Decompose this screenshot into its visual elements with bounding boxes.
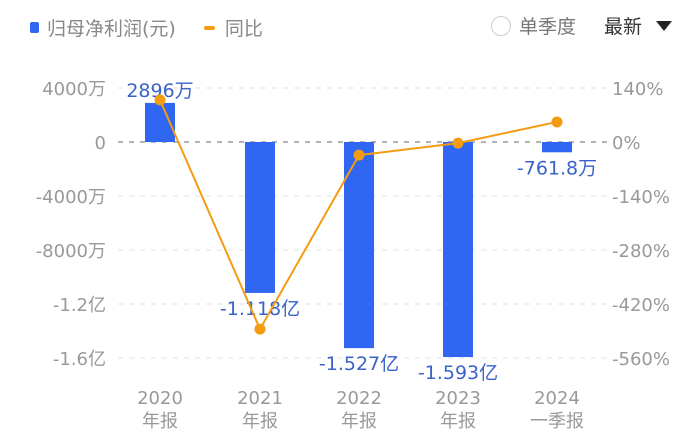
single-quarter-label[interactable]: 单季度 [518,16,576,38]
yoy-point[interactable] [154,94,166,106]
x-axis-year: 2024 [534,388,580,409]
single-quarter-radio[interactable] [490,15,511,36]
bar-value-label: -1.118亿 [220,298,300,320]
line-swatch-icon [203,25,215,30]
x-axis-year: 2023 [435,388,481,409]
right-axis-tick: -280% [612,241,670,262]
right-axis-tick: 140% [612,79,663,100]
right-axis-tick: -560% [612,349,670,370]
left-axis-tick: 4000万 [42,79,106,100]
left-axis-tick: -8000万 [36,241,106,262]
right-axis-tick: 0% [612,133,641,154]
bar[interactable] [344,142,374,349]
x-axis-period: 年报 [242,411,278,432]
chart-controls: 单季度 最新 [490,12,672,39]
x-axis-period: 年报 [142,411,178,432]
left-axis-tick: -1.2亿 [53,295,106,316]
sort-dropdown-label[interactable]: 最新 [603,16,642,38]
bar-value-label: -1.593亿 [418,362,498,384]
x-axis-period: 年报 [440,411,476,432]
legend-label: 归母净利润(元) [47,18,176,40]
yoy-point[interactable] [452,137,464,149]
bar-value-label: -761.8万 [517,157,597,179]
yoy-point[interactable] [353,149,365,161]
x-axis-period: 年报 [341,411,377,432]
bar[interactable] [245,142,275,293]
left-axis-tick: 0 [95,133,106,154]
x-axis-period: 一季报 [530,411,584,432]
legend-item-net-profit[interactable]: 归母净利润(元) [30,14,176,41]
bar[interactable] [443,142,473,358]
bar-value-label: -1.527亿 [319,353,399,375]
left-axis-tick: -1.6亿 [53,349,106,370]
x-axis-year: 2021 [237,388,283,409]
right-axis-tick: -140% [612,187,670,208]
yoy-point[interactable] [254,323,266,335]
x-axis-year: 2020 [137,388,183,409]
bar-swatch-icon [30,22,39,33]
x-axis-year: 2022 [336,388,382,409]
yoy-point[interactable] [551,116,563,128]
chart-legend: 归母净利润(元) 同比 [30,14,291,41]
bar[interactable] [542,142,572,153]
bar-value-label: 2896万 [126,80,193,102]
left-axis-tick: -4000万 [36,187,106,208]
right-axis-tick: -420% [612,295,670,316]
legend-item-yoy[interactable]: 同比 [203,14,263,41]
legend-label: 同比 [224,18,263,40]
dropdown-triangle-icon[interactable] [656,20,672,31]
